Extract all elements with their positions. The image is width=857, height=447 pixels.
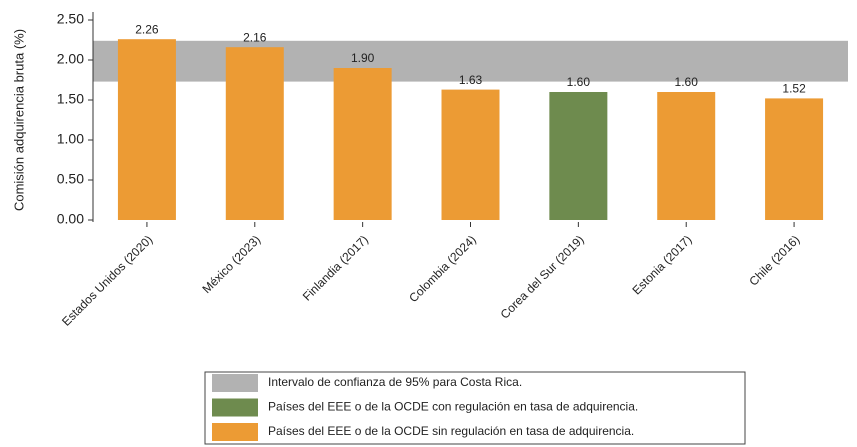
legend-label: Países del EEE o de la OCDE sin regulaci… [268,424,634,438]
x-tick-label: México (2023) [199,232,263,296]
value-label: 2.16 [243,30,267,44]
x-tick-label: Chile (2016) [746,232,802,288]
x-tick-label: Colombia (2024) [406,232,479,305]
legend-label: Intervalo de confianza de 95% para Costa… [268,375,522,389]
x-tick-label: Estonia (2017) [629,232,694,297]
legend-swatch [212,423,258,441]
legend-box [204,371,746,445]
legend-label: Países del EEE o de la OCDE con regulaci… [268,400,638,414]
bar [657,92,716,220]
legend-swatch [212,398,258,417]
y-tick-label: 2.50 [57,11,84,27]
value-label: 1.60 [567,75,591,89]
y-tick-label: 1.00 [57,131,84,147]
bar [549,92,608,220]
bar [333,68,392,220]
value-label: 1.90 [351,51,375,65]
value-label: 1.52 [782,82,806,96]
y-tick-label: 0.00 [57,211,84,227]
bar [765,98,824,220]
y-tick-label: 2.00 [57,51,84,67]
bar [441,89,500,220]
legend-swatch [212,374,258,392]
confidence-band [93,40,848,82]
value-label: 1.63 [459,73,483,87]
y-axis-label: Comisión adquirencia bruta (%) [11,29,26,211]
value-label: 1.60 [675,75,699,89]
bar [225,47,284,221]
value-label: 2.26 [135,22,159,36]
y-tick-label: 0.50 [57,171,84,187]
y-tick-label: 1.50 [57,91,84,107]
x-tick-label: Finlandia (2017) [300,232,371,303]
x-tick-label: Corea del Sur (2019) [498,232,587,321]
bar [117,39,176,221]
x-tick-label: Estados Unidos (2020) [59,232,155,328]
